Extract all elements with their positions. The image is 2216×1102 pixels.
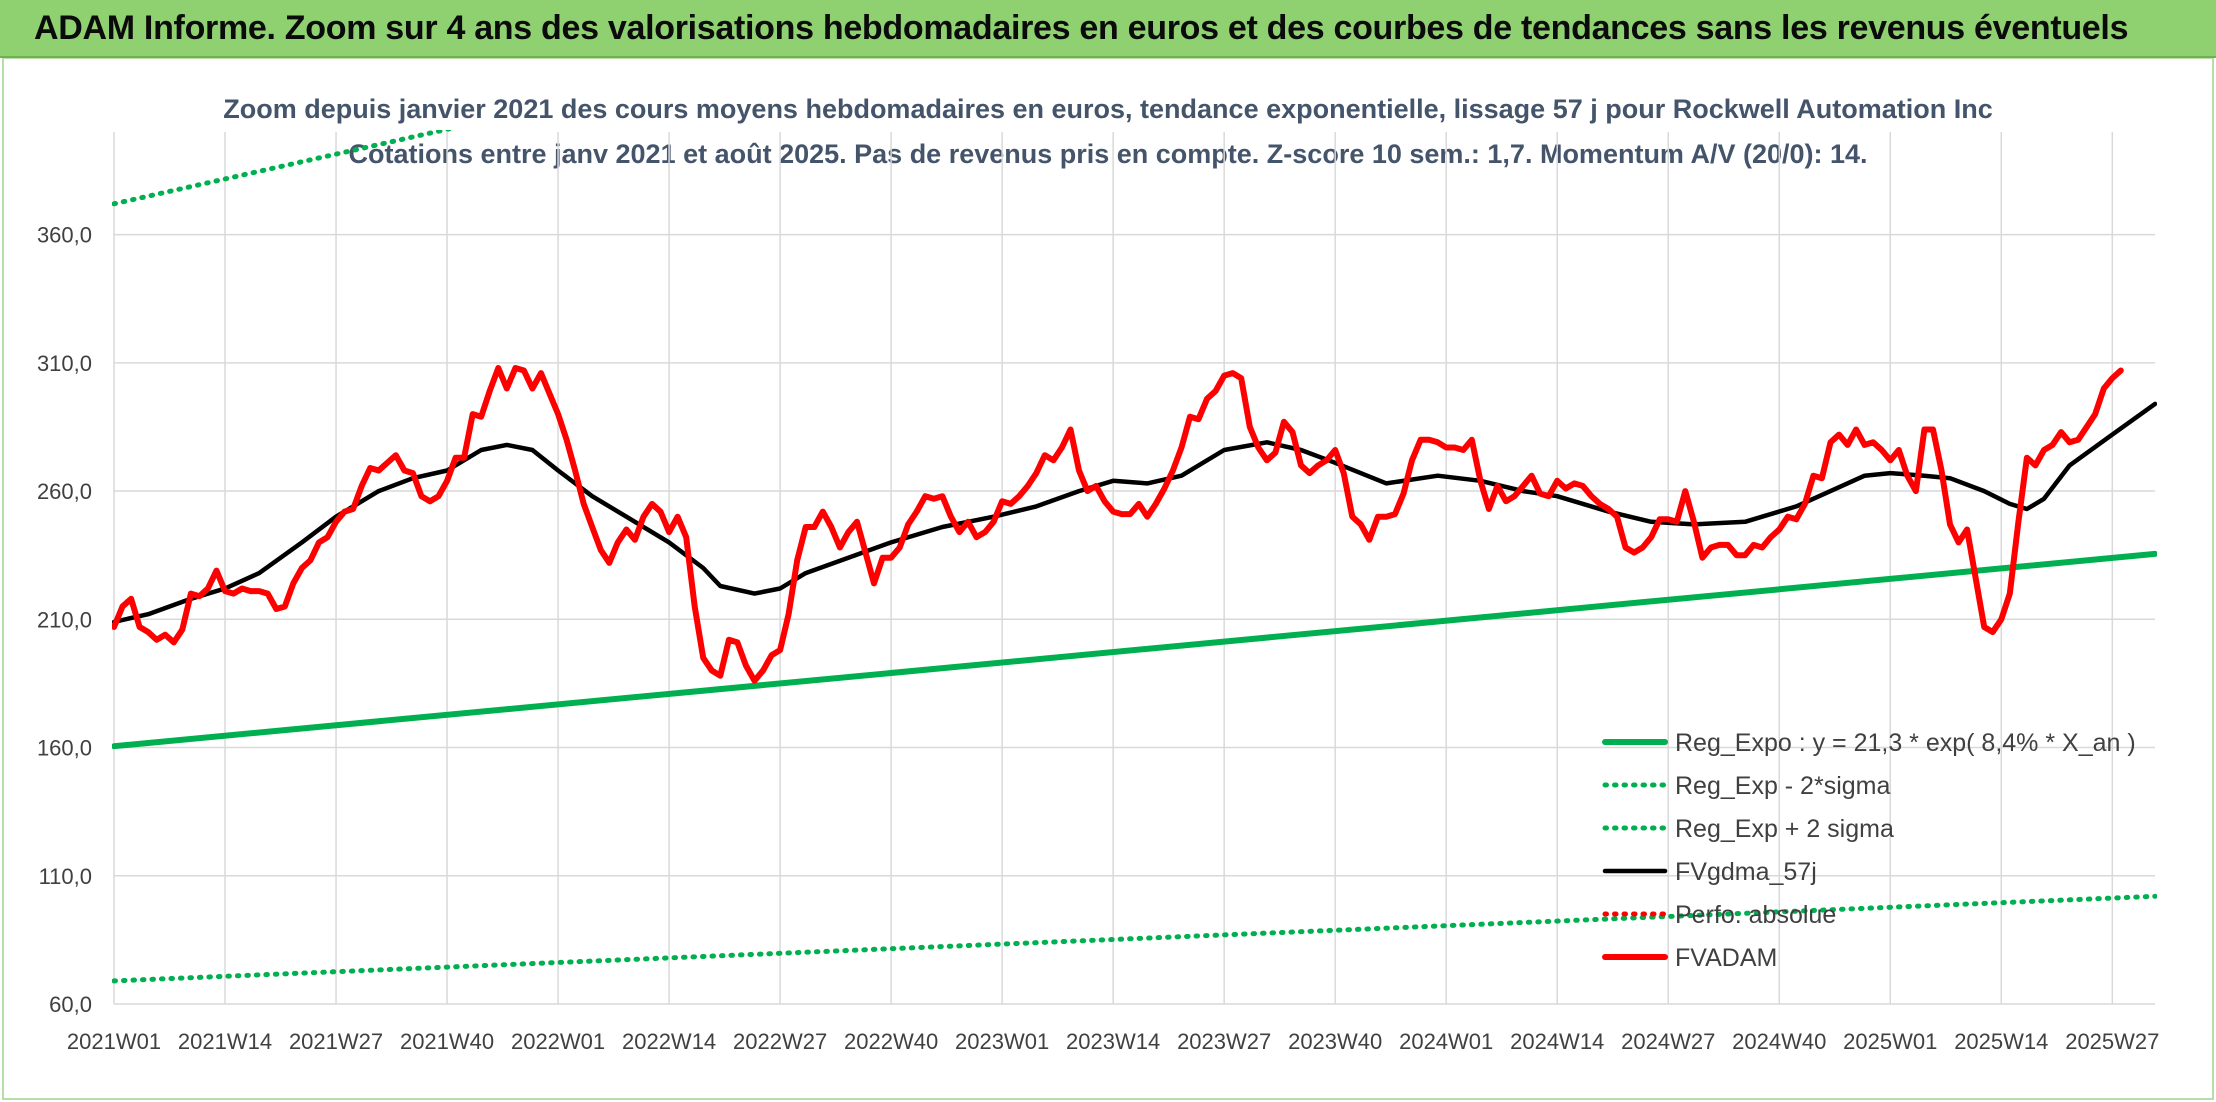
x-tick-label: 2024W40 <box>1732 1029 1826 1054</box>
series-line-1 <box>112 893 2157 984</box>
x-tick-label: 2023W40 <box>1288 1029 1382 1054</box>
x-axis: 2021W01 2021W14 2021W27 2021W40 2022W01 2022W… <box>67 1029 2159 1054</box>
legend-label-2: Reg_Exp + 2 sigma <box>1675 815 1894 843</box>
legend: Reg_Expo : y = 21,3 * exp( 8,4% * X_an )… <box>1602 729 2136 972</box>
x-tick-label: 2025W27 <box>2065 1029 2159 1054</box>
x-tick-label: 2024W14 <box>1510 1029 1604 1054</box>
y-tick-label: 210,0 <box>37 607 92 632</box>
y-tick-label: 110,0 <box>39 864 92 889</box>
x-tick-label: 2021W27 <box>289 1029 383 1054</box>
report-banner: ADAM Informe. Zoom sur 4 ans des valoris… <box>0 0 2216 58</box>
legend-label-0: Reg_Expo : y = 21,3 * exp( 8,4% * X_an ) <box>1675 729 2136 757</box>
legend-label-4: Perfo. absolue <box>1675 901 1836 929</box>
y-tick-label: 310,0 <box>37 351 92 376</box>
series <box>112 130 2157 984</box>
legend-label-1: Reg_Exp - 2*sigma <box>1675 772 1890 800</box>
y-tick-label: 360,0 <box>37 223 92 248</box>
y-axis: 60,0 110,0 160,0 210,0 260,0 310,0 360,0 <box>37 223 92 1017</box>
x-tick-label: 2025W01 <box>1843 1029 1937 1054</box>
x-tick-label: 2022W01 <box>511 1029 605 1054</box>
x-tick-label: 2024W01 <box>1399 1029 1493 1054</box>
series-line-5 <box>112 365 2124 684</box>
y-tick-label: 260,0 <box>37 479 92 504</box>
x-tick-label: 2022W40 <box>844 1029 938 1054</box>
series-line-3 <box>112 401 2157 625</box>
x-tick-label: 2021W40 <box>400 1029 494 1054</box>
grid <box>113 132 2155 1005</box>
legend-label-3: FVgdma_57j <box>1675 858 1817 886</box>
chart-area-border <box>2 57 2214 1100</box>
x-tick-label: 2023W14 <box>1066 1029 1160 1054</box>
series-line-0 <box>112 550 2157 750</box>
y-tick-label: 60,0 <box>49 992 92 1017</box>
legend-label-5: FVADAM <box>1675 944 1777 972</box>
x-tick-label: 2025W14 <box>1954 1029 2048 1054</box>
chart-subtitle: Cotations entre janv 2021 et août 2025. … <box>348 139 1867 169</box>
chart-title: Zoom depuis janvier 2021 des cours moyen… <box>223 94 1993 124</box>
x-tick-label: 2023W01 <box>955 1029 1049 1054</box>
x-tick-label: 2022W27 <box>733 1029 827 1054</box>
x-tick-label: 2024W27 <box>1621 1029 1715 1054</box>
y-tick-label: 160,0 <box>37 736 92 761</box>
report-banner-title: ADAM Informe. Zoom sur 4 ans des valoris… <box>34 9 2129 47</box>
x-tick-label: 2021W01 <box>67 1029 161 1054</box>
x-tick-label: 2021W14 <box>178 1029 272 1054</box>
x-tick-label: 2022W14 <box>622 1029 716 1054</box>
x-tick-label: 2023W27 <box>1177 1029 1271 1054</box>
